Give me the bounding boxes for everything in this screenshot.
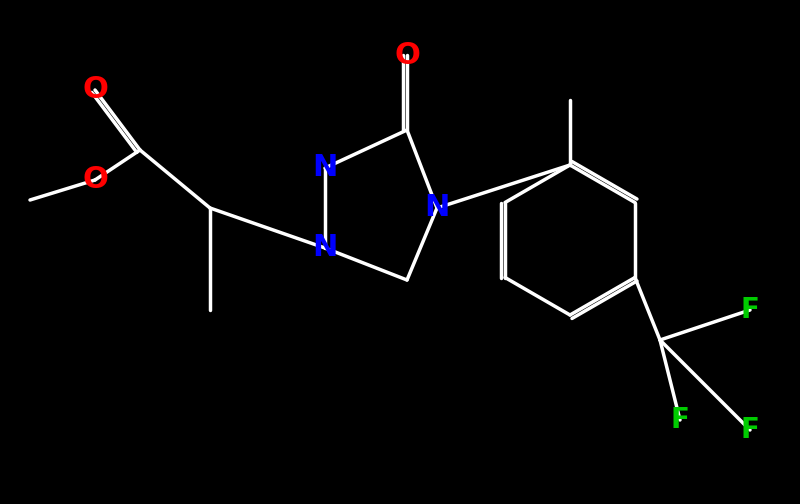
Text: F: F xyxy=(741,416,759,444)
Text: N: N xyxy=(312,154,338,182)
Text: O: O xyxy=(82,76,108,104)
Text: F: F xyxy=(670,406,690,434)
Text: N: N xyxy=(312,233,338,263)
Text: O: O xyxy=(394,40,420,70)
Text: F: F xyxy=(741,296,759,324)
Text: O: O xyxy=(82,165,108,195)
Text: N: N xyxy=(424,194,450,222)
